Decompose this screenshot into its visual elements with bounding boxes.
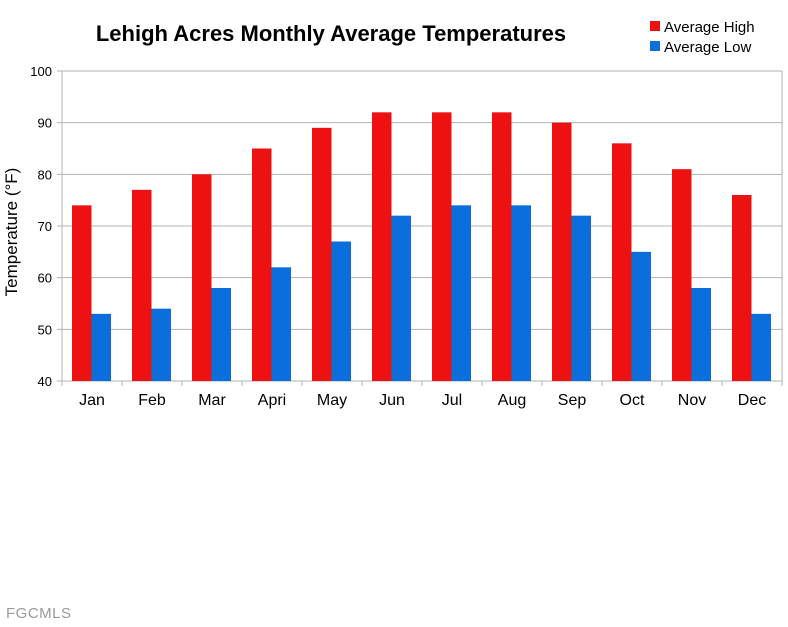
bar-high <box>312 127 332 381</box>
bar-low <box>751 313 771 381</box>
legend-swatch <box>650 41 660 51</box>
bar-high <box>252 148 272 381</box>
bar-high <box>732 195 752 381</box>
y-tick-label: 60 <box>38 271 52 286</box>
bar-high <box>192 174 212 381</box>
chart-title: Lehigh Acres Monthly Average Temperature… <box>96 21 566 46</box>
bar-low <box>91 313 111 381</box>
x-tick-label: Aug <box>498 392 526 409</box>
bar-low <box>571 215 591 381</box>
x-tick-label: Oct <box>620 392 645 409</box>
x-tick-label: May <box>317 392 347 409</box>
bar-high <box>432 112 452 381</box>
bar-high <box>372 112 392 381</box>
x-tick-label: Jan <box>79 392 105 409</box>
bar-high <box>552 122 572 382</box>
x-tick-label: Sep <box>558 392 587 409</box>
bar-low <box>271 267 291 381</box>
x-tick-label: Nov <box>678 392 706 409</box>
x-tick-label: Feb <box>138 392 166 409</box>
legend-swatch <box>650 21 660 31</box>
bar-high <box>72 205 92 381</box>
y-axis-label: Temperature (°F) <box>2 168 21 297</box>
bar-high <box>132 189 152 381</box>
legend-label: Average Low <box>664 39 751 56</box>
bar-low <box>691 288 711 381</box>
y-tick-label: 50 <box>38 322 52 337</box>
y-tick-label: 100 <box>30 64 52 79</box>
x-tick-label: Apri <box>258 392 286 409</box>
x-tick-label: Jul <box>442 392 462 409</box>
bar-low <box>211 288 231 381</box>
x-tick-label: Dec <box>738 392 766 409</box>
bar-high <box>492 112 512 381</box>
y-tick-label: 40 <box>38 374 52 389</box>
y-tick-label: 80 <box>38 167 52 182</box>
bar-high <box>672 169 692 381</box>
y-tick-label: 90 <box>38 116 52 131</box>
bar-low <box>451 205 471 381</box>
legend-label: Average High <box>664 19 755 36</box>
bar-low <box>151 308 171 381</box>
x-tick-label: Jun <box>379 392 405 409</box>
bar-high <box>612 143 632 381</box>
bar-low <box>391 215 411 381</box>
x-tick-label: Mar <box>198 392 226 409</box>
bar-low <box>631 251 651 381</box>
bar-low <box>331 241 351 381</box>
y-tick-label: 70 <box>38 219 52 234</box>
watermark: FGCMLS <box>6 605 72 622</box>
bar-low <box>511 205 531 381</box>
